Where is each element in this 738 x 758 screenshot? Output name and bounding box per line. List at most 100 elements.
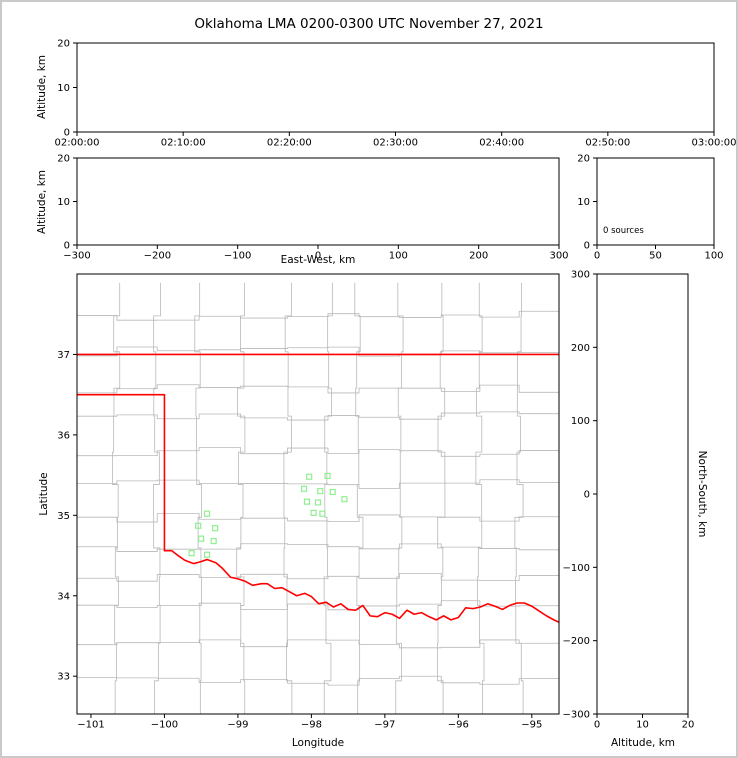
county-line: [153, 282, 161, 714]
y-tick-label: 36: [57, 430, 70, 441]
x-tick-label: 50: [649, 250, 662, 261]
county-line: [354, 282, 364, 714]
x-tick-label: −300: [63, 250, 90, 261]
y-tick-label: −200: [563, 636, 590, 647]
x-tick-label: 02:10:00: [161, 137, 206, 148]
county-line: [323, 282, 333, 714]
lma-station-marker: [188, 550, 195, 557]
ns-panel-xlabel: Altitude, km: [610, 737, 676, 749]
x-tick-label: 20: [682, 719, 695, 730]
chart-title: Oklahoma LMA 0200-0300 UTC November 27, …: [194, 16, 544, 32]
y-tick-label: 35: [57, 511, 70, 522]
county-line: [283, 282, 293, 714]
county-line: [77, 639, 559, 649]
x-tick-label: 02:20:00: [267, 137, 312, 148]
county-line: [77, 675, 559, 686]
x-tick-label: −99: [227, 719, 248, 730]
county-line: [77, 513, 559, 523]
county-line: [77, 384, 559, 394]
lma-station-marker: [198, 535, 205, 542]
y-tick-label: 20: [57, 39, 70, 50]
y-tick-label: 10: [577, 197, 590, 208]
county-line: [77, 479, 559, 489]
x-tick-label: −95: [521, 719, 542, 730]
lma-station-marker: [210, 537, 217, 545]
x-tick-label: −101: [77, 719, 104, 730]
x-tick-label: 02:50:00: [585, 137, 630, 148]
y-tick-label: 37: [57, 350, 70, 361]
lma-station-marker: [303, 498, 311, 505]
county-line: [236, 282, 246, 714]
y-tick-label: −100: [563, 563, 590, 574]
x-tick-label: 02:00:00: [55, 137, 100, 148]
county-line: [77, 600, 559, 611]
lma-station-marker: [203, 510, 211, 517]
state-border-line: [77, 393, 559, 624]
panel-ns_height_panel: 0 10 20 −300 −200 −100 0 100 200 300: [563, 270, 695, 731]
x-tick-label: −200: [144, 250, 171, 261]
x-tick-label: 03:00:00: [692, 137, 737, 148]
x-tick-label: −98: [301, 719, 322, 730]
panel-frame: [76, 273, 560, 715]
county-line: [77, 310, 559, 321]
lma-station-marker: [212, 525, 219, 532]
lma-station-marker: [319, 510, 326, 517]
map-layers: [77, 282, 559, 714]
y-tick-label: 0: [64, 128, 70, 139]
panel-background: [597, 158, 714, 245]
y-tick-label: 33: [57, 672, 70, 683]
lma-station-marker: [310, 509, 317, 517]
ew-panel-ylabel: Altitude, km: [36, 169, 48, 235]
lma-station-marker: [314, 499, 322, 506]
lma-station-marker: [341, 496, 348, 503]
panel-source_histogram_panel: 0 sources 0 50 100 0 10 20: [577, 154, 723, 262]
x-tick-label: 300: [549, 250, 568, 261]
panel-background: [597, 274, 688, 714]
y-tick-label: 34: [57, 591, 70, 602]
y-tick-label: 0: [584, 490, 590, 501]
county-line: [437, 282, 446, 714]
x-tick-label: 0: [594, 719, 600, 730]
x-tick-label: 200: [469, 250, 488, 261]
county-line: [395, 282, 404, 714]
panel-plan_view_map: −101 −100 −99 −98 −97 −96 −95 33 34 35 36 37: [57, 273, 560, 730]
y-tick-label: 10: [57, 83, 70, 94]
y-tick-label: 20: [57, 154, 70, 165]
panel-ew_height_panel: −300 −200 −100 0 100 200 300 0 10 20: [57, 154, 568, 262]
lma-station-marker: [324, 472, 331, 480]
lma-station-marker: [329, 488, 336, 496]
county-line: [112, 282, 121, 714]
x-tick-label: −97: [374, 719, 395, 730]
lma-station-marker: [317, 488, 324, 495]
lma-station-marker: [203, 551, 211, 558]
y-tick-label: −300: [563, 710, 590, 721]
lma-station-marker: [195, 522, 202, 529]
x-tick-label: 0: [594, 250, 600, 261]
lma-station-marker: [300, 485, 308, 492]
x-tick-label: 0: [315, 250, 321, 261]
y-tick-label: 0: [64, 241, 70, 252]
county-line: [194, 282, 202, 714]
county-boundaries: [77, 282, 559, 714]
x-tick-label: −100: [224, 250, 251, 261]
county-line: [475, 282, 485, 714]
map-xlabel: Longitude: [291, 737, 345, 749]
county-line: [77, 411, 559, 421]
ew-panel-xlabel: East-West, km: [280, 254, 356, 266]
county-line: [514, 282, 524, 714]
county-line: [77, 573, 559, 582]
x-tick-label: 02:30:00: [373, 137, 418, 148]
y-tick-label: 0: [584, 241, 590, 252]
y-tick-label: 200: [571, 343, 590, 354]
map-ylabel: Latitude: [38, 472, 50, 516]
ns-panel-ylabel: North-South, km: [696, 450, 708, 538]
y-tick-label: 100: [571, 416, 590, 427]
x-tick-label: 10: [636, 719, 649, 730]
x-tick-label: 100: [389, 250, 408, 261]
sources-count-annotation: 0 sources: [603, 226, 644, 236]
panel-background: [77, 43, 714, 132]
x-tick-label: −100: [151, 719, 178, 730]
y-tick-label: 20: [577, 154, 590, 165]
